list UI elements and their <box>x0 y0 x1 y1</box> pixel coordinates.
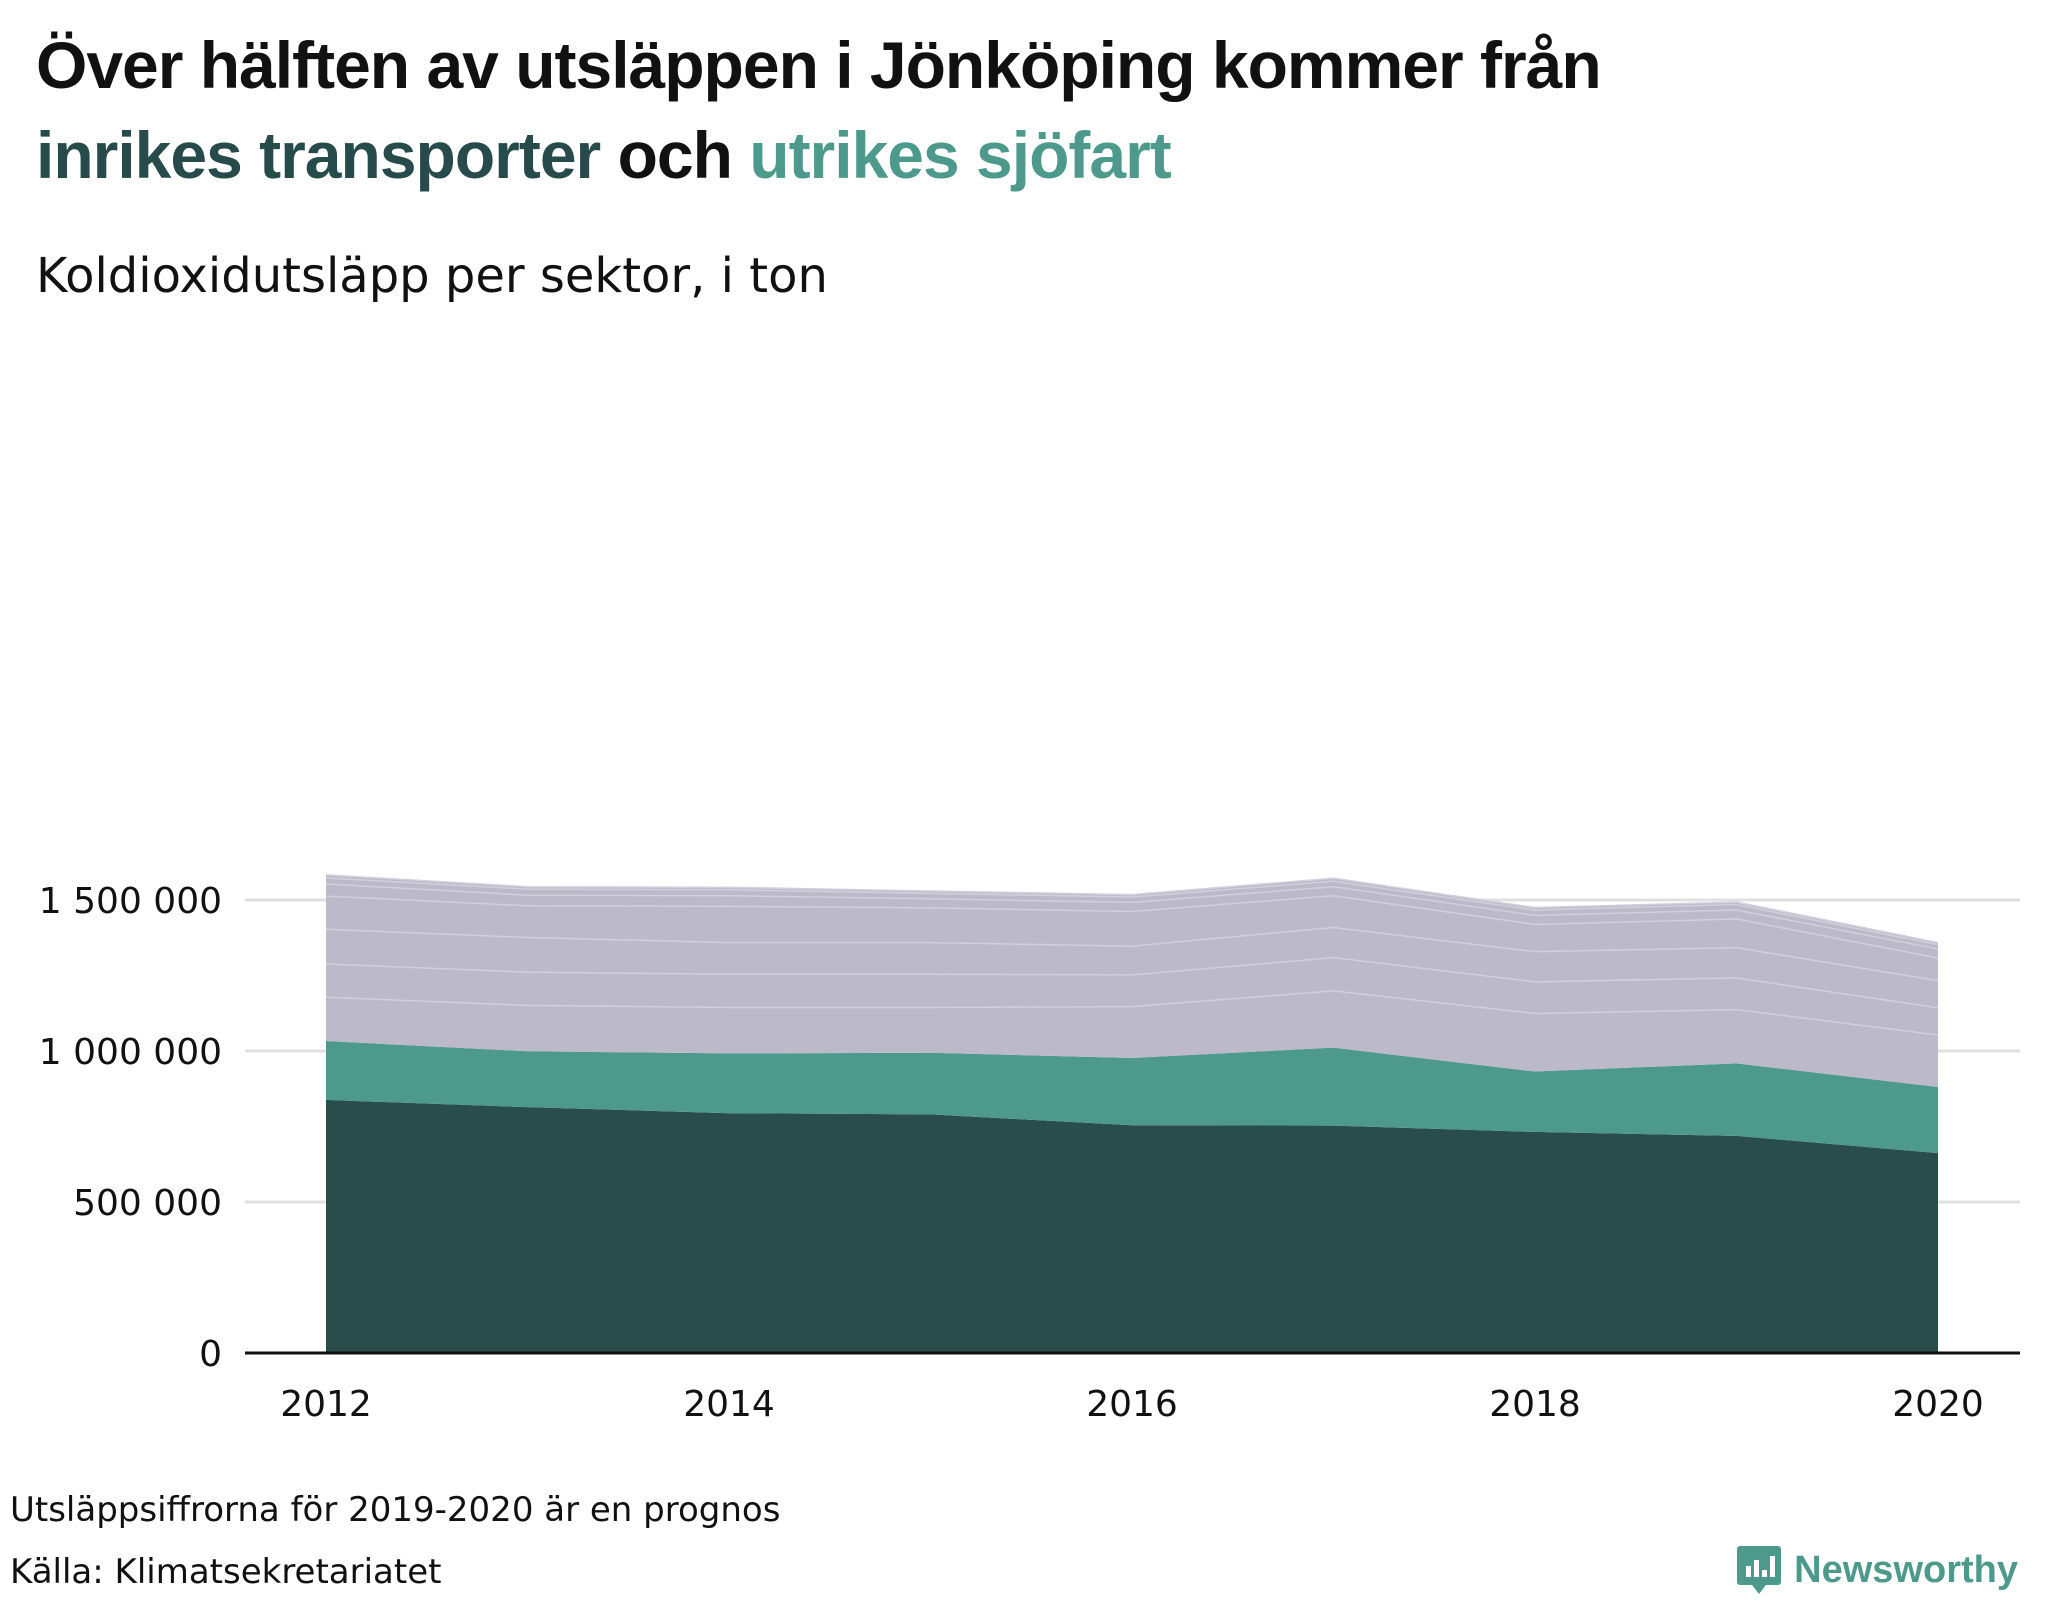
newsworthy-logo-icon <box>1737 1546 1782 1594</box>
y-axis-ticks: 0 500 000 1 000 000 1 500 000 <box>39 881 222 1375</box>
stacked-areas <box>326 874 1938 1353</box>
x-tick-label: 2020 <box>1892 1384 1984 1425</box>
area-boundary-3 <box>325 956 1939 1009</box>
y-tick-label: 1 500 000 <box>39 881 222 922</box>
area-boundary-2 <box>325 990 1939 1036</box>
chart-subtitle: Koldioxidutsläpp per sektor, i ton <box>36 248 828 304</box>
x-tick-label: 2012 <box>280 1384 372 1425</box>
area-series-0 <box>326 1099 1938 1353</box>
y-tick-label: 500 000 <box>73 1183 222 1224</box>
brand-logo: Newsworthy <box>1736 1544 2018 1596</box>
area-boundaries <box>325 874 1939 1036</box>
x-tick-label: 2016 <box>1086 1384 1178 1425</box>
y-tick-label: 1 000 000 <box>39 1032 222 1073</box>
area-boundary-7 <box>325 877 1939 946</box>
area-series-4 <box>326 927 1938 1008</box>
area-series-6 <box>326 883 1938 958</box>
x-axis-ticks: 2012 2014 2016 2018 2020 <box>280 1384 1984 1425</box>
footnote: Utsläppsiffrorna för 2019-2020 är en pro… <box>10 1490 781 1530</box>
x-tick-label: 2018 <box>1489 1384 1581 1425</box>
area-series-3 <box>326 957 1938 1035</box>
x-tick-label: 2014 <box>683 1384 775 1425</box>
area-boundary-8 <box>325 874 1939 944</box>
title-highlight-inrikes: inrikes transporter <box>36 118 601 192</box>
area-boundary-6 <box>325 883 1939 950</box>
area-series-1 <box>326 1041 1938 1154</box>
area-boundary-4 <box>325 926 1939 982</box>
title-highlight-sjofart: utrikes sjöfart <box>749 118 1171 192</box>
area-boundary-5 <box>325 895 1939 959</box>
chart-title: Över hälften av utsläppen i Jönköping ko… <box>36 20 1602 200</box>
y-tick-label: 0 <box>199 1334 222 1375</box>
area-series-5 <box>326 895 1938 981</box>
title-connector: och <box>617 118 733 192</box>
area-series-2 <box>326 990 1938 1087</box>
source-note: Källa: Klimatsekretariatet <box>10 1552 442 1592</box>
brand-name: Newsworthy <box>1794 1548 2018 1591</box>
title-line-1: Över hälften av utsläppen i Jönköping ko… <box>36 28 1602 102</box>
